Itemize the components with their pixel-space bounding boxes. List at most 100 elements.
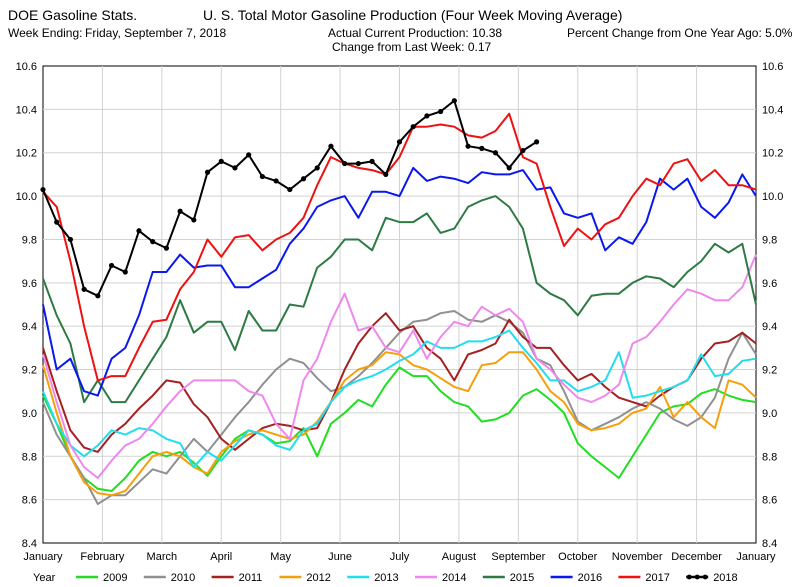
legend-label-2012: 2012	[306, 572, 330, 584]
y-tick-label-left: 9.0	[22, 408, 37, 420]
data-point-2018	[218, 158, 224, 164]
change-last-week-readout: Change from Last Week: 0.17	[332, 40, 492, 54]
x-tick-label: August	[442, 551, 476, 563]
x-tick-label: July	[390, 551, 410, 563]
series-line-2017	[42, 112, 757, 382]
series-line-2013	[42, 329, 757, 469]
x-tick-label: May	[270, 551, 291, 563]
x-tick-label: June	[328, 551, 352, 563]
y-tick-label-left: 9.4	[22, 321, 37, 333]
data-point-2018	[396, 139, 403, 145]
data-point-2018	[177, 208, 183, 214]
y-tick-label-right: 10.2	[762, 148, 783, 160]
legend-title: Year	[33, 572, 56, 584]
chart-source-label: DOE Gasoline Stats.	[8, 7, 138, 23]
y-tick-label-right: 9.6	[762, 278, 777, 290]
legend-label-2013: 2013	[374, 572, 398, 584]
legend-label-2018: 2018	[713, 572, 737, 584]
x-tick-label: February	[80, 551, 125, 563]
data-point-2018	[328, 143, 334, 149]
y-tick-label-right: 9.8	[762, 234, 777, 246]
legend-label-2014: 2014	[442, 572, 466, 584]
chart-legend: Year 2009 2010 2011 2012 2013 2014 2015 2016 2017…	[33, 572, 738, 584]
series-line-2012	[42, 351, 757, 497]
x-tick-label: January	[23, 551, 63, 563]
legend-marker-2018	[702, 574, 708, 580]
x-tick-label: December	[671, 551, 722, 563]
chart-series	[40, 98, 757, 505]
series-line-2011	[42, 312, 757, 453]
data-point-2018	[67, 236, 74, 243]
data-point-2018	[492, 150, 499, 156]
data-point-2018	[534, 139, 540, 145]
week-ending-value: Friday, September 7, 2018	[85, 26, 227, 40]
legend-label-2015: 2015	[510, 572, 534, 584]
y-tick-label-left: 9.8	[22, 234, 37, 246]
legend-label-2010: 2010	[171, 572, 195, 584]
chart-axes: 8.4 8.4 8.6 8.6 8.8 8.8 9.0 9.0 9.2 9.2 9.4 9.4 9.6 9…	[16, 61, 784, 563]
data-point-2018	[204, 169, 211, 175]
y-tick-label-right: 10.4	[762, 104, 783, 116]
data-point-2018	[424, 113, 430, 119]
data-point-2018	[54, 219, 60, 225]
series-line-2010	[42, 310, 757, 505]
legend-label-2017: 2017	[645, 572, 669, 584]
data-point-2018	[479, 145, 485, 151]
x-tick-label: October	[558, 551, 597, 563]
y-tick-label-left: 9.2	[22, 365, 37, 377]
y-tick-label-right: 9.2	[762, 365, 777, 377]
chart-grid	[42, 65, 757, 544]
data-point-2018	[136, 228, 142, 234]
data-point-2018	[81, 286, 87, 292]
x-tick-label: March	[147, 551, 178, 563]
series-line-2016	[42, 166, 757, 397]
legend-label-2009: 2009	[103, 572, 127, 584]
data-point-2018	[122, 269, 128, 275]
data-point-2018	[342, 160, 348, 167]
x-tick-label: November	[612, 551, 663, 563]
week-ending-label: Week Ending:	[8, 26, 83, 40]
series-line-2015	[42, 195, 757, 404]
y-tick-label-left: 10.0	[16, 191, 37, 203]
data-point-2018	[300, 176, 307, 182]
x-tick-label: January	[736, 551, 776, 563]
y-tick-label-left: 10.2	[16, 148, 37, 160]
y-tick-label-right: 10.6	[762, 61, 783, 73]
data-point-2018	[150, 239, 156, 245]
legend-marker-2018	[694, 574, 700, 580]
data-point-2018	[163, 245, 170, 251]
data-point-2018	[465, 143, 471, 149]
y-tick-label-right: 8.8	[762, 451, 777, 463]
data-point-2018	[355, 160, 361, 167]
data-point-2018	[506, 165, 512, 171]
data-point-2018	[314, 165, 320, 171]
data-point-2018	[40, 186, 46, 193]
legend-marker-2018	[686, 574, 692, 580]
data-point-2018	[438, 108, 444, 115]
data-point-2018	[273, 178, 279, 184]
y-tick-label-right: 8.4	[762, 538, 777, 550]
data-point-2018	[410, 124, 416, 130]
series-line-2009	[42, 366, 757, 492]
data-point-2018	[246, 152, 252, 158]
data-point-2018	[191, 217, 197, 223]
percent-change-readout: Percent Change from One Year Ago: 5.0%	[567, 26, 793, 40]
y-tick-label-left: 8.8	[22, 451, 37, 463]
data-point-2018	[369, 158, 375, 164]
y-tick-label-right: 8.6	[762, 495, 777, 507]
y-tick-label-right: 9.4	[762, 321, 777, 333]
y-tick-label-left: 9.6	[22, 278, 37, 290]
y-tick-label-right: 10.0	[762, 191, 783, 203]
series-line-2014	[42, 254, 757, 479]
data-point-2018	[451, 98, 457, 104]
data-point-2018	[232, 165, 238, 171]
legend-label-2016: 2016	[578, 572, 602, 584]
x-tick-label: April	[210, 551, 232, 563]
y-tick-label-left: 8.6	[22, 495, 37, 507]
data-point-2018	[95, 293, 101, 299]
data-point-2018	[108, 262, 115, 269]
data-point-2018	[287, 186, 293, 193]
y-tick-label-left: 10.6	[16, 61, 37, 73]
chart-title: U. S. Total Motor Gasoline Production (F…	[203, 7, 623, 23]
